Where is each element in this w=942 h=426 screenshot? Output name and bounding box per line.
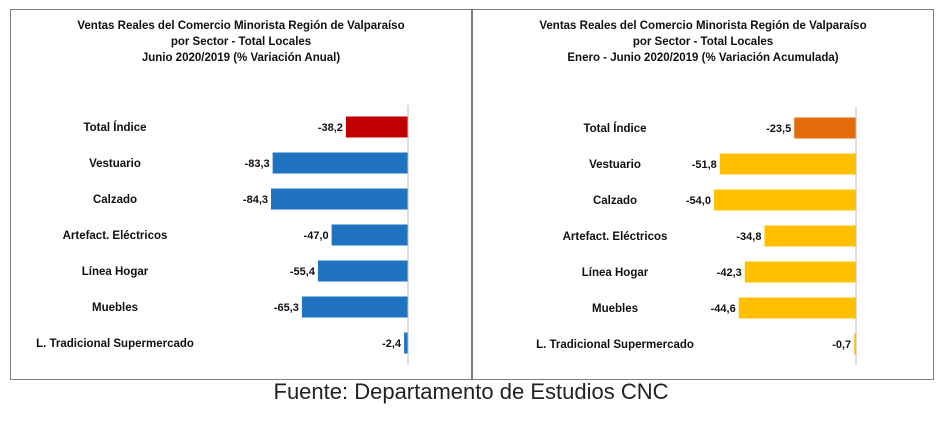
bar bbox=[301, 296, 408, 318]
chart-title-line: por Sector - Total Locales bbox=[170, 36, 312, 48]
bar-chart-annual: Total Índice -38,2 Vestuario -83,3 Calzado -8… bbox=[36, 105, 409, 365]
category-label: Línea Hogar bbox=[582, 267, 649, 279]
chart-title-line: Ventas Reales del Comercio Minorista Reg… bbox=[539, 20, 867, 32]
data-label: -51,8 bbox=[692, 159, 717, 171]
data-label: -54,0 bbox=[686, 195, 711, 207]
bar bbox=[764, 225, 856, 247]
category-label: Muebles bbox=[92, 302, 138, 314]
category-label: Calzado bbox=[93, 194, 137, 206]
bar bbox=[317, 260, 408, 282]
chart-title-line: Ventas Reales del Comercio Minorista Reg… bbox=[77, 20, 405, 32]
category-label: Artefact. Eléctricos bbox=[63, 230, 168, 242]
category-label: Artefact. Eléctricos bbox=[563, 231, 668, 243]
bar bbox=[738, 297, 856, 319]
bar bbox=[854, 333, 856, 355]
data-label: -83,3 bbox=[245, 158, 270, 170]
data-label: -0,7 bbox=[832, 339, 851, 351]
chart-title-line: Junio 2020/2019 (% Variación Anual) bbox=[141, 52, 341, 64]
chart-title-annual: Ventas Reales del Comercio Minorista Reg… bbox=[11, 18, 471, 66]
chart-title-line: Enero - Junio 2020/2019 (% Variación Acu… bbox=[567, 52, 839, 64]
category-label: Muebles bbox=[592, 303, 638, 315]
category-label: Total Índice bbox=[83, 121, 146, 134]
category-label: Línea Hogar bbox=[82, 266, 149, 278]
data-label: -55,4 bbox=[290, 266, 316, 278]
data-label: -47,0 bbox=[304, 230, 329, 242]
data-label: -23,5 bbox=[766, 123, 791, 135]
bar-chart-cumulative: Total Índice -23,5 Vestuario -51,8 Calzado -5… bbox=[536, 106, 857, 366]
bar bbox=[271, 188, 408, 210]
data-label: -2,4 bbox=[382, 338, 402, 350]
data-label: -44,6 bbox=[711, 303, 736, 315]
data-label: -38,2 bbox=[318, 122, 343, 134]
chart-title-line: por Sector - Total Locales bbox=[632, 36, 774, 48]
data-label: -42,3 bbox=[717, 267, 742, 279]
category-label: Vestuario bbox=[589, 159, 641, 171]
bar bbox=[404, 332, 408, 354]
category-label: Calzado bbox=[593, 195, 637, 207]
bar bbox=[744, 261, 856, 283]
category-label: Vestuario bbox=[89, 158, 141, 170]
category-label: L. Tradicional Supermercado bbox=[36, 338, 194, 350]
bar bbox=[713, 189, 856, 211]
data-label: -34,8 bbox=[736, 231, 761, 243]
chart-panel-annual: Ventas Reales del Comercio Minorista Reg… bbox=[10, 9, 472, 380]
bar bbox=[719, 153, 856, 175]
bar bbox=[794, 117, 856, 139]
bar bbox=[331, 224, 408, 246]
chart-title-cumulative: Ventas Reales del Comercio Minorista Reg… bbox=[473, 18, 933, 66]
category-label: L. Tradicional Supermercado bbox=[536, 339, 694, 351]
bar bbox=[345, 116, 408, 138]
bar bbox=[272, 152, 408, 174]
data-label: -65,3 bbox=[274, 302, 299, 314]
source-caption: Fuente: Departamento de Estudios CNC bbox=[273, 379, 669, 404]
data-label: -84,3 bbox=[243, 194, 268, 206]
category-label: Total Índice bbox=[583, 122, 646, 135]
chart-panel-cumulative: Ventas Reales del Comercio Minorista Reg… bbox=[472, 9, 934, 380]
